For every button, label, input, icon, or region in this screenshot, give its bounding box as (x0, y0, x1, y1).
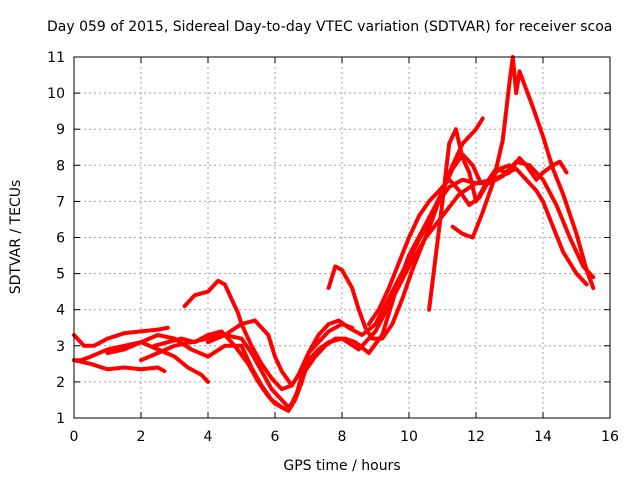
x-tick-label: 12 (467, 429, 485, 445)
x-tick-label: 6 (271, 429, 280, 445)
y-tick-label: 9 (56, 122, 65, 138)
y-tick-label: 7 (56, 194, 65, 210)
x-tick-label: 10 (400, 429, 418, 445)
y-tick-label: 2 (56, 375, 65, 391)
x-tick-label: 8 (338, 429, 347, 445)
series-line-track-3 (72, 325, 170, 348)
series-line-track-7 (139, 156, 569, 410)
series-line-track-8 (206, 318, 294, 388)
x-tick-label: 2 (137, 429, 146, 445)
y-tick-label: 5 (56, 267, 65, 283)
series-line-track-6 (152, 159, 596, 413)
y-tick-label: 4 (56, 303, 65, 319)
series-line-track-11 (427, 127, 589, 312)
x-tick-label: 0 (70, 429, 79, 445)
y-tick-label: 10 (47, 86, 65, 102)
series-line-track-10 (450, 55, 596, 290)
y-tick-label: 8 (56, 158, 65, 174)
y-tick-label: 6 (56, 231, 65, 247)
series-line-track-1 (72, 358, 167, 374)
x-tick-label: 16 (601, 429, 619, 445)
x-tick-label: 4 (204, 429, 213, 445)
x-tick-label: 14 (534, 429, 552, 445)
chart-title: Day 059 of 2015, Sidereal Day-to-day VTE… (47, 19, 612, 35)
y-tick-label: 11 (47, 50, 65, 66)
y-axis-label: SDTVAR / TECUs (8, 180, 24, 295)
y-tick-label: 3 (56, 339, 65, 355)
x-axis-label: GPS time / hours (283, 458, 400, 474)
y-tick-label: 1 (56, 411, 65, 427)
series-line-track-9 (326, 152, 482, 341)
series-line-track-12 (366, 163, 512, 327)
